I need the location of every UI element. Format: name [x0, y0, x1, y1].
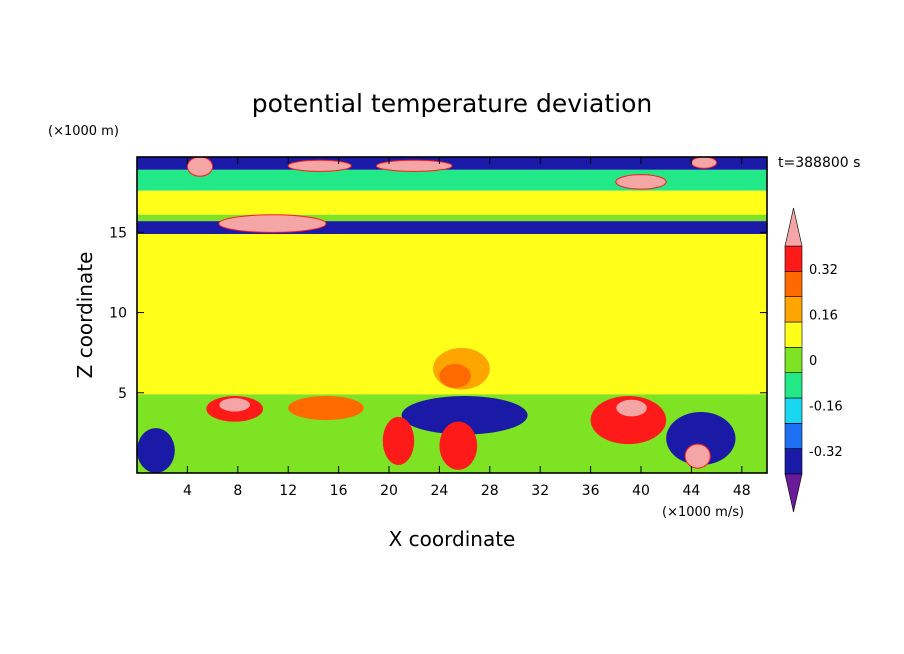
warm-patch	[615, 398, 648, 418]
colorbar-swatch	[784, 423, 803, 449]
x-tick-label: 28	[481, 483, 499, 499]
colorbar-swatch	[784, 347, 803, 373]
upper-band	[137, 214, 767, 222]
warm-patch	[439, 421, 478, 470]
x-tick-label: 36	[582, 483, 600, 499]
colorbar-swatch	[784, 271, 803, 297]
colorbar-label: -0.32	[809, 445, 843, 460]
colorbar-swatch	[784, 448, 803, 475]
warm-patch	[684, 443, 711, 469]
warm-patch	[287, 159, 352, 172]
colorbar: 0.32 0.16 0 -0.16 -0.32	[784, 207, 843, 513]
cold-patch	[137, 428, 175, 473]
warm-patch	[615, 174, 667, 190]
plot-frame	[136, 156, 768, 474]
y-axis-label: Z coordinate	[73, 252, 97, 379]
warm-patch	[218, 397, 251, 413]
colorbar-swatch	[784, 397, 803, 424]
colorbar-label: -0.16	[809, 400, 843, 415]
y-axis: 5 10 15	[109, 225, 767, 402]
colorbar-swatch	[784, 245, 803, 272]
warm-patch	[218, 214, 327, 233]
colorbar-label: 0.16	[809, 308, 838, 323]
x-tick-label: 12	[279, 483, 297, 499]
warm-patch	[288, 396, 364, 421]
warm-patch	[690, 157, 718, 169]
y-unit-label: (×1000 m)	[48, 124, 119, 139]
upper-band	[137, 169, 767, 191]
warm-patch	[382, 416, 415, 465]
chart-title: potential temperature deviation	[252, 89, 652, 118]
upper-band	[137, 190, 767, 215]
y-tick-label: 10	[109, 306, 127, 322]
x-tick-label: 20	[380, 483, 398, 499]
plot-area	[137, 157, 767, 473]
colorbar-swatch	[784, 321, 803, 348]
warm-patch	[186, 157, 214, 177]
x-axis: 4 8 12 16 20 24 28 32 36 40 44 48	[183, 157, 751, 499]
colorbar-extend-max	[784, 207, 803, 247]
cold-patch	[666, 412, 736, 465]
y-tick-label: 5	[118, 386, 127, 402]
x-tick-label: 4	[183, 483, 192, 499]
x-tick-label: 40	[632, 483, 650, 499]
colorbar-swatch	[784, 296, 803, 323]
colorbar-label: 0	[809, 354, 817, 369]
cold-patch	[401, 396, 528, 435]
x-tick-label: 16	[330, 483, 348, 499]
upper-band	[137, 157, 767, 170]
colorbar-swatch	[784, 372, 803, 399]
x-tick-label: 24	[430, 483, 448, 499]
x-tick-label: 48	[733, 483, 751, 499]
time-label: t=388800 s	[778, 155, 860, 171]
x-tick-label: 8	[233, 483, 242, 499]
warm-patch	[375, 159, 453, 172]
y-tick-label: 15	[109, 225, 127, 241]
x-unit-label: (×1000 m/s)	[662, 505, 744, 520]
x-tick-label: 32	[531, 483, 549, 499]
x-tick-label: 44	[682, 483, 700, 499]
warm-patch	[439, 363, 471, 388]
colorbar-extend-min	[784, 473, 803, 513]
x-axis-label: X coordinate	[389, 527, 516, 551]
colorbar-label: 0.32	[809, 263, 838, 278]
